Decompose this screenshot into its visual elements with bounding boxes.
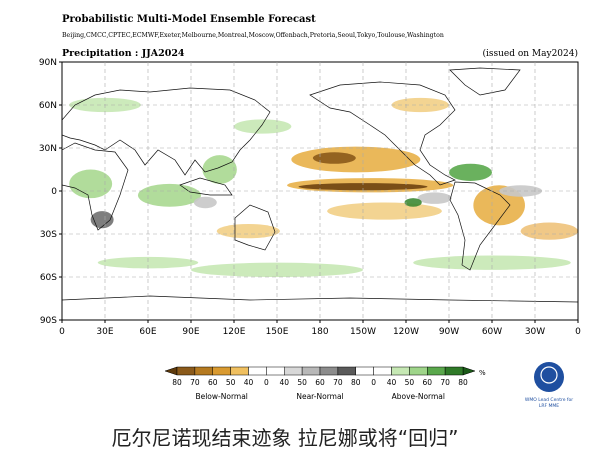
lon-label: 60W xyxy=(482,327,502,337)
colorbar-box xyxy=(355,366,374,376)
lon-label: 120W xyxy=(393,327,419,337)
anomaly-patch xyxy=(233,119,292,134)
colorbar-label: 60 xyxy=(315,378,325,387)
anomaly-patch xyxy=(449,163,492,181)
colorbar-label: 80 xyxy=(351,378,361,387)
colorbar-label: 40 xyxy=(387,378,397,387)
colorbar-box xyxy=(248,366,267,376)
lat-label: 60S xyxy=(40,273,57,283)
anomaly-patch xyxy=(312,152,356,164)
anomaly-patch xyxy=(298,183,428,191)
colorbar-unit: % xyxy=(479,369,486,377)
subtitle: Precipitation : JJA2024 xyxy=(62,48,185,59)
lon-label: 180 xyxy=(311,327,328,337)
lon-label: 30W xyxy=(525,327,545,337)
lat-label: 90S xyxy=(40,316,57,326)
anomaly-patch xyxy=(202,155,237,184)
anomaly-patch xyxy=(417,192,452,204)
centres: Beijing,CMCC,CPTEC,ECMWF,Exeter,Melbourn… xyxy=(62,32,444,39)
colorbar-label: 0 xyxy=(371,378,376,387)
colorbar-box xyxy=(337,366,356,376)
colorbar-box xyxy=(391,366,410,376)
colorbar-label: 50 xyxy=(405,378,415,387)
category-label: Above-Normal xyxy=(392,392,445,401)
anomaly-patch xyxy=(90,211,114,229)
lon-label: 0 xyxy=(575,327,581,337)
colorbar-label: 60 xyxy=(208,378,218,387)
issued: (issued on May2024) xyxy=(482,48,578,59)
colorbar-box xyxy=(427,366,446,376)
logo-text: LRF MME xyxy=(539,403,559,409)
lat-label: 30S xyxy=(40,230,57,240)
anomaly-patch xyxy=(327,202,442,220)
anomaly-patch xyxy=(291,146,421,173)
anomaly-patch xyxy=(193,196,217,209)
colorbar-label: 0 xyxy=(264,378,269,387)
colorbar-box xyxy=(194,366,213,376)
anomaly-patch xyxy=(520,222,578,240)
coastlines xyxy=(62,67,578,320)
lat-label: 0 xyxy=(51,187,57,197)
logo-emblem xyxy=(534,362,564,392)
colorbar-box xyxy=(409,366,428,376)
logo-globe xyxy=(540,366,558,384)
anomaly-patch xyxy=(137,183,202,207)
wmo-logo: WMO Lead Centre for LRF MME xyxy=(525,362,573,409)
anomaly-patch xyxy=(216,223,280,239)
lon-label: 150E xyxy=(266,327,289,337)
colorbar-label: 70 xyxy=(440,378,450,387)
lon-label: 30E xyxy=(96,327,113,337)
colorbar-box xyxy=(444,366,464,376)
colorbar-box xyxy=(301,366,321,376)
lon-label: 120E xyxy=(223,327,246,337)
colorbar-label: 40 xyxy=(279,378,289,387)
category-label: Near-Normal xyxy=(296,392,343,401)
lon-label: 90W xyxy=(439,327,459,337)
lat-label: 30N xyxy=(39,144,57,154)
lat-label: 60N xyxy=(39,101,57,111)
colorbar-label: 60 xyxy=(422,378,432,387)
lon-label: 0 xyxy=(59,327,65,337)
title: Probabilistic Multi-Model Ensemble Forec… xyxy=(62,14,316,25)
anomaly-patch xyxy=(69,169,113,199)
colorbar-label: 40 xyxy=(244,378,254,387)
caption: 厄尔尼诺现结束迹象 拉尼娜或将“回归” xyxy=(111,426,458,450)
lon-label: 90E xyxy=(182,327,199,337)
colorbar-label: 80 xyxy=(172,378,182,387)
anomaly-patch xyxy=(404,198,422,207)
colorbar-box xyxy=(266,366,285,376)
anomaly-patch xyxy=(97,256,199,269)
colorbar-label: 50 xyxy=(226,378,236,387)
colorbar-box xyxy=(176,366,196,376)
colorbar-box xyxy=(212,366,231,376)
colorbar-box xyxy=(284,366,303,376)
logo-text: WMO Lead Centre for xyxy=(525,397,573,403)
colorbar-box xyxy=(373,366,392,376)
colorbar-label: 70 xyxy=(333,378,343,387)
lat-label: 90N xyxy=(39,58,57,68)
lon-label: 150W xyxy=(350,327,376,337)
colorbar-label: 80 xyxy=(458,378,468,387)
lon-label: 60E xyxy=(139,327,156,337)
colorbar-box xyxy=(319,366,339,376)
colorbar-label: 70 xyxy=(190,378,200,387)
anomaly-patch xyxy=(413,255,571,270)
colorbar-box xyxy=(230,366,249,376)
colorbar-label: 50 xyxy=(297,378,307,387)
category-label: Below-Normal xyxy=(195,392,247,401)
